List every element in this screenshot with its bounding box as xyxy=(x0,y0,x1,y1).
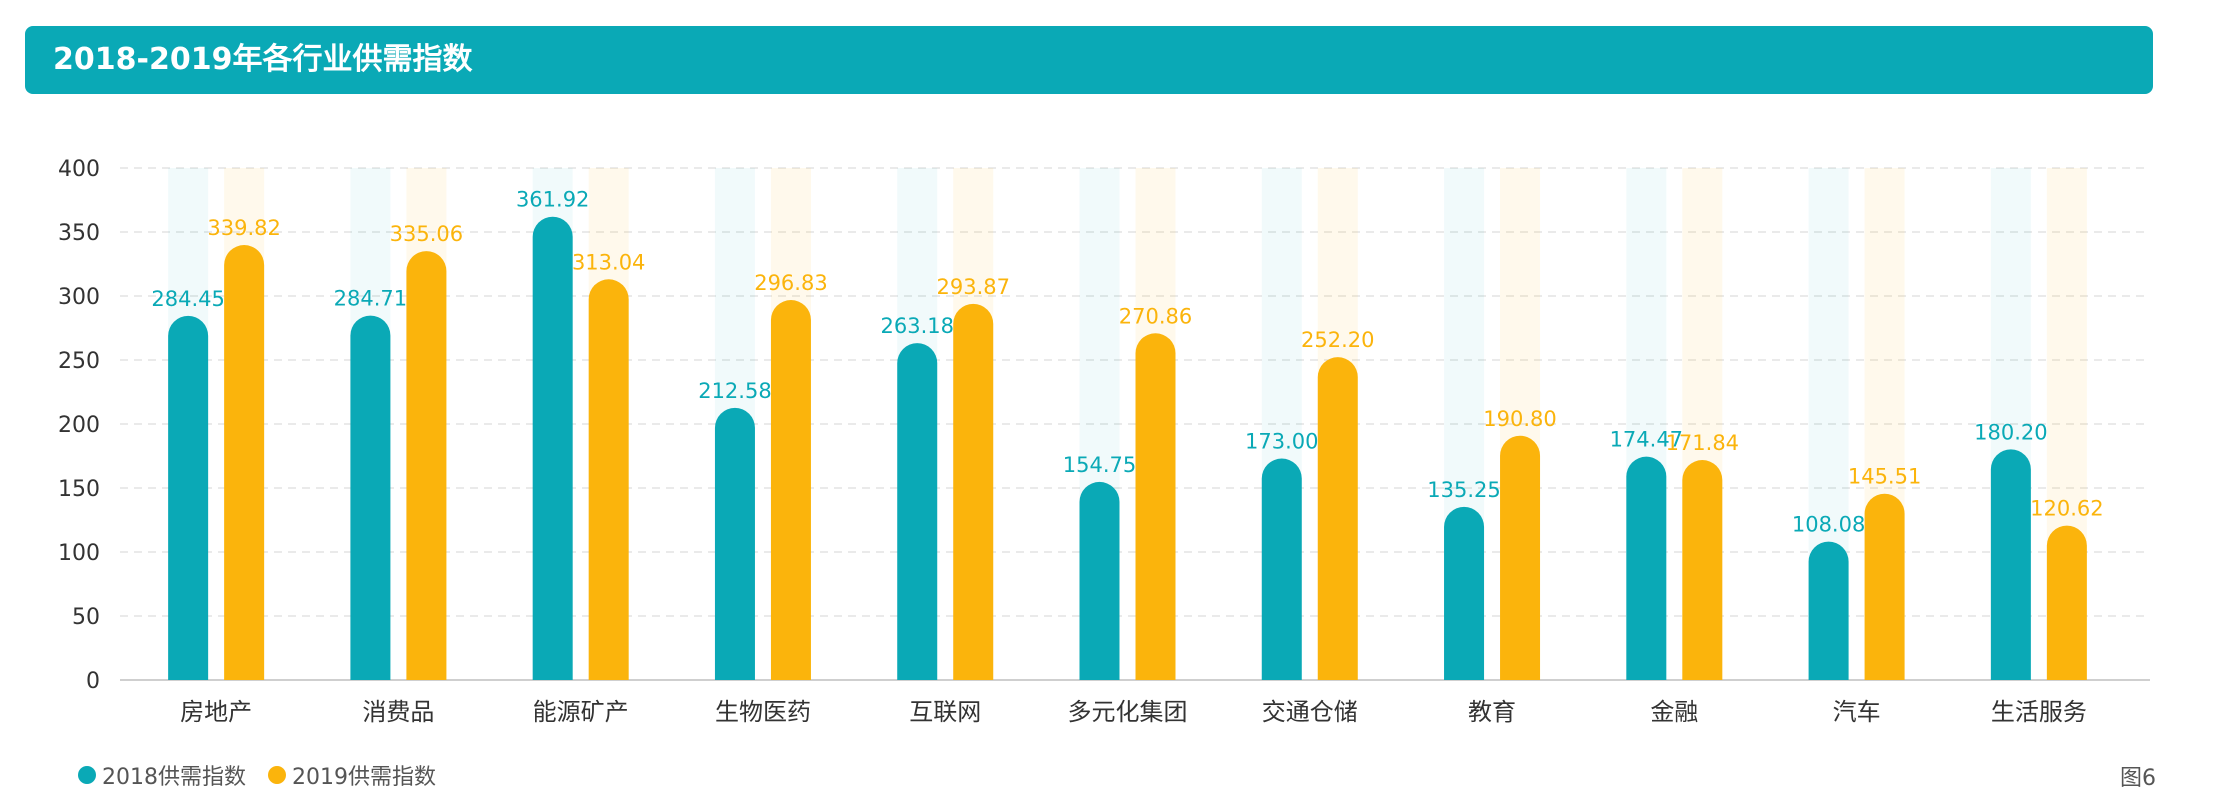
bar-2018 xyxy=(1444,506,1485,680)
data-label-2019: 145.51 xyxy=(1848,465,1921,489)
legend-swatch-2018 xyxy=(78,766,96,784)
bar-2019 xyxy=(770,300,811,680)
bar-2019 xyxy=(588,279,629,680)
bar-2018 xyxy=(1808,541,1849,680)
bar-2019 xyxy=(406,251,447,680)
data-label-2019: 120.62 xyxy=(2030,497,2103,521)
bar-2018 xyxy=(350,315,391,680)
y-tick-label: 0 xyxy=(86,669,100,694)
data-label-2018: 284.71 xyxy=(334,287,407,311)
figure-label: 图6 xyxy=(2120,766,2156,791)
bar-2018 xyxy=(1626,456,1667,680)
legend-item-2018: 2018供需指数 xyxy=(78,759,246,791)
y-tick-label: 50 xyxy=(72,605,100,630)
data-label-2019: 339.82 xyxy=(207,216,280,240)
data-label-2019: 293.87 xyxy=(936,275,1009,299)
x-tick-label: 生物医药 xyxy=(715,698,811,726)
data-label-2019: 296.83 xyxy=(754,271,827,295)
x-tick-label: 教育 xyxy=(1468,698,1516,726)
data-label-2018: 174.47 xyxy=(1610,428,1683,452)
bar-2019 xyxy=(1500,435,1541,680)
data-label-2019: 313.04 xyxy=(572,250,645,274)
bar-2019 xyxy=(1864,493,1905,680)
bar-2018 xyxy=(1261,458,1302,680)
x-tick-label: 房地产 xyxy=(180,698,252,726)
chart-title-bar: 2018-2019年各行业供需指数 xyxy=(25,26,2153,94)
bar-2018 xyxy=(168,315,209,680)
data-label-2018: 108.08 xyxy=(1792,513,1865,537)
y-tick-label: 300 xyxy=(58,285,100,310)
legend-item-2019: 2019供需指数 xyxy=(268,759,436,791)
data-label-2018: 180.20 xyxy=(1974,420,2047,444)
bar-2019 xyxy=(1317,357,1358,680)
bar-2019 xyxy=(953,303,994,680)
bar-2019 xyxy=(224,245,265,680)
data-label-2019: 190.80 xyxy=(1483,407,1556,431)
x-tick-label: 消费品 xyxy=(362,698,434,726)
legend-swatch-2019 xyxy=(268,766,286,784)
y-tick-label: 350 xyxy=(58,221,100,246)
y-tick-label: 150 xyxy=(58,477,100,502)
y-tick-label: 100 xyxy=(58,541,100,566)
data-label-2019: 270.86 xyxy=(1119,304,1192,328)
data-label-2018: 173.00 xyxy=(1245,430,1318,454)
data-label-2018: 154.75 xyxy=(1063,453,1136,477)
chart-title: 2018-2019年各行业供需指数 xyxy=(53,42,473,77)
x-tick-label: 能源矿产 xyxy=(533,698,629,726)
y-tick-label: 250 xyxy=(58,349,100,374)
x-tick-label: 汽车 xyxy=(1833,698,1881,726)
legend-label-2019: 2019供需指数 xyxy=(292,765,436,790)
data-label-2018: 135.25 xyxy=(1427,478,1500,502)
x-tick-label: 生活服务 xyxy=(1991,698,2087,726)
data-label-2018: 263.18 xyxy=(880,314,953,338)
data-label-2018: 361.92 xyxy=(516,188,589,212)
y-tick-label: 400 xyxy=(58,157,100,182)
data-label-2019: 335.06 xyxy=(390,222,463,246)
bar-2019 xyxy=(1135,333,1176,680)
chart-legend: 2018供需指数 2019供需指数 xyxy=(78,759,436,791)
x-tick-label: 金融 xyxy=(1650,698,1698,726)
bar-2018 xyxy=(1990,449,2031,680)
bar-2018 xyxy=(532,216,573,680)
x-tick-label: 互联网 xyxy=(909,698,981,726)
data-label-2019: 171.84 xyxy=(1666,431,1739,455)
data-label-2018: 212.58 xyxy=(698,379,771,403)
x-tick-label: 交通仓储 xyxy=(1262,698,1358,726)
bar-2018 xyxy=(714,407,755,680)
x-tick-label: 多元化集团 xyxy=(1068,698,1188,726)
bar-2018 xyxy=(897,343,938,680)
data-label-2019: 252.20 xyxy=(1301,328,1374,352)
bar-2019 xyxy=(2046,525,2087,680)
y-tick-label: 200 xyxy=(58,413,100,438)
legend-label-2018: 2018供需指数 xyxy=(102,765,246,790)
bar-2018 xyxy=(1079,481,1120,680)
data-label-2018: 284.45 xyxy=(151,287,224,311)
bar-2019 xyxy=(1682,460,1723,680)
